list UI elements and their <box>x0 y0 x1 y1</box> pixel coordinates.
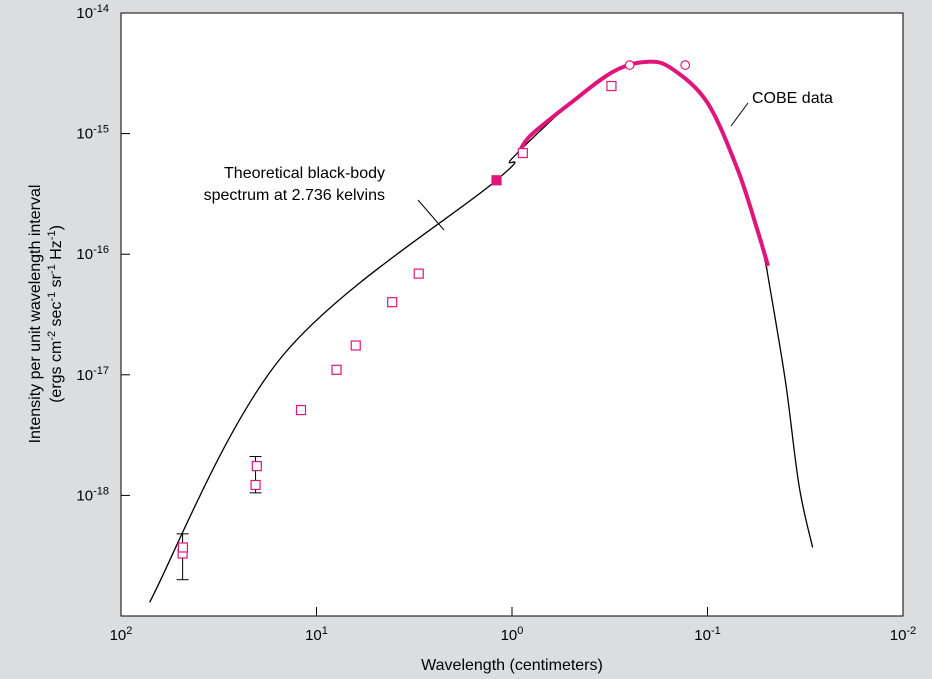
data-point-square <box>331 364 342 375</box>
theory-annotation-line1: Theoretical black-body <box>224 165 385 182</box>
x-tick-label: 100 <box>501 625 524 644</box>
cobe-annotation: COBE data <box>752 90 833 107</box>
y-tick-label: 10-15 <box>76 124 109 143</box>
x-tick-label: 101 <box>305 625 328 644</box>
y-axis-title-line2: (ergs cm-2 sec-1 sr-1 Hz-1) <box>46 225 65 403</box>
y-tick-label: 10-16 <box>76 244 109 263</box>
y-tick-label: 10-18 <box>76 485 109 504</box>
y-axis-ticks <box>121 12 130 496</box>
plot-area <box>120 12 904 617</box>
y-tick-label: 10-17 <box>76 365 109 384</box>
x-axis-ticks <box>120 607 904 616</box>
data-point-square <box>606 80 617 92</box>
y-axis-tick-labels: 10-14 10-15 10-16 10-17 10-18 <box>76 3 109 504</box>
cobe-leader-line <box>730 102 749 127</box>
data-point-circle <box>680 60 691 70</box>
markers-layer <box>176 60 691 581</box>
data-point-square <box>413 268 424 279</box>
theory-annotation-line2: spectrum at 2.736 kelvins <box>204 187 385 204</box>
x-tick-label: 10-1 <box>694 625 720 644</box>
data-point-square <box>387 297 398 308</box>
curves-layer <box>149 59 814 603</box>
data-point-square <box>350 340 361 351</box>
data-point-filled-square <box>491 175 502 186</box>
y-axis-subtitle: (ergs cm-2 sec-1 sr-1 Hz-1) <box>46 225 65 403</box>
data-point-square <box>295 404 307 416</box>
x-tick-label: 102 <box>110 625 133 644</box>
data-point-square <box>517 147 528 159</box>
cobe-curve <box>517 59 771 267</box>
y-axis-title-line1: Intensity per unit wavelength interval <box>27 185 44 444</box>
x-axis-title: Wavelength (centimeters) <box>421 657 603 674</box>
data-point-circle <box>624 60 635 70</box>
y-tick-label: 10-14 <box>76 3 109 22</box>
x-tick-label: 10-2 <box>890 625 916 644</box>
y-axis-title: Intensity per unit wavelength interval <box>27 185 44 444</box>
x-axis-tick-labels: 102 101 100 10-1 10-2 <box>110 625 917 644</box>
data-point-square <box>251 460 262 472</box>
data-point-square <box>177 542 189 553</box>
data-point-square <box>250 479 261 491</box>
theory-leader-line <box>417 199 445 231</box>
